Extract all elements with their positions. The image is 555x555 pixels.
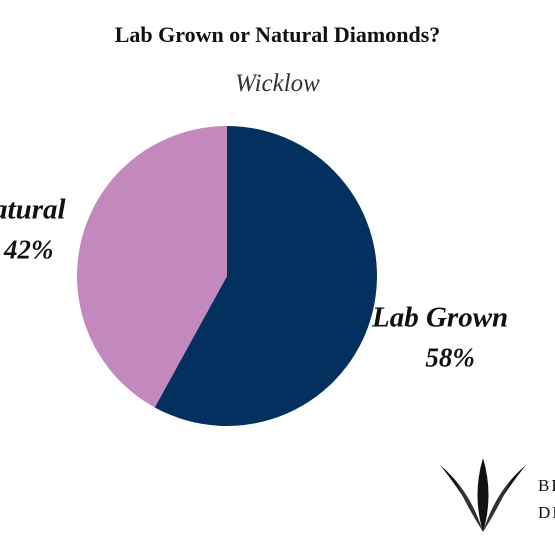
slice-label-natural: Natural — [0, 194, 66, 226]
slice-value-label-lab-grown: 58% — [425, 343, 475, 373]
brand-logo-icon — [440, 458, 526, 532]
pie-slice-natural — [76, 126, 227, 408]
chart-subtitle: Wicklow — [235, 70, 320, 97]
slice-value-label-natural: 42% — [3, 235, 54, 265]
logo-text-line2: DIA — [538, 503, 555, 522]
pie-slice-lab-grown — [154, 126, 377, 427]
slice-label-lab-grown: Lab Grown — [371, 302, 508, 334]
chart-title: Lab Grown or Natural Diamonds? — [114, 22, 441, 47]
logo-text-line1: BE — [538, 476, 555, 495]
